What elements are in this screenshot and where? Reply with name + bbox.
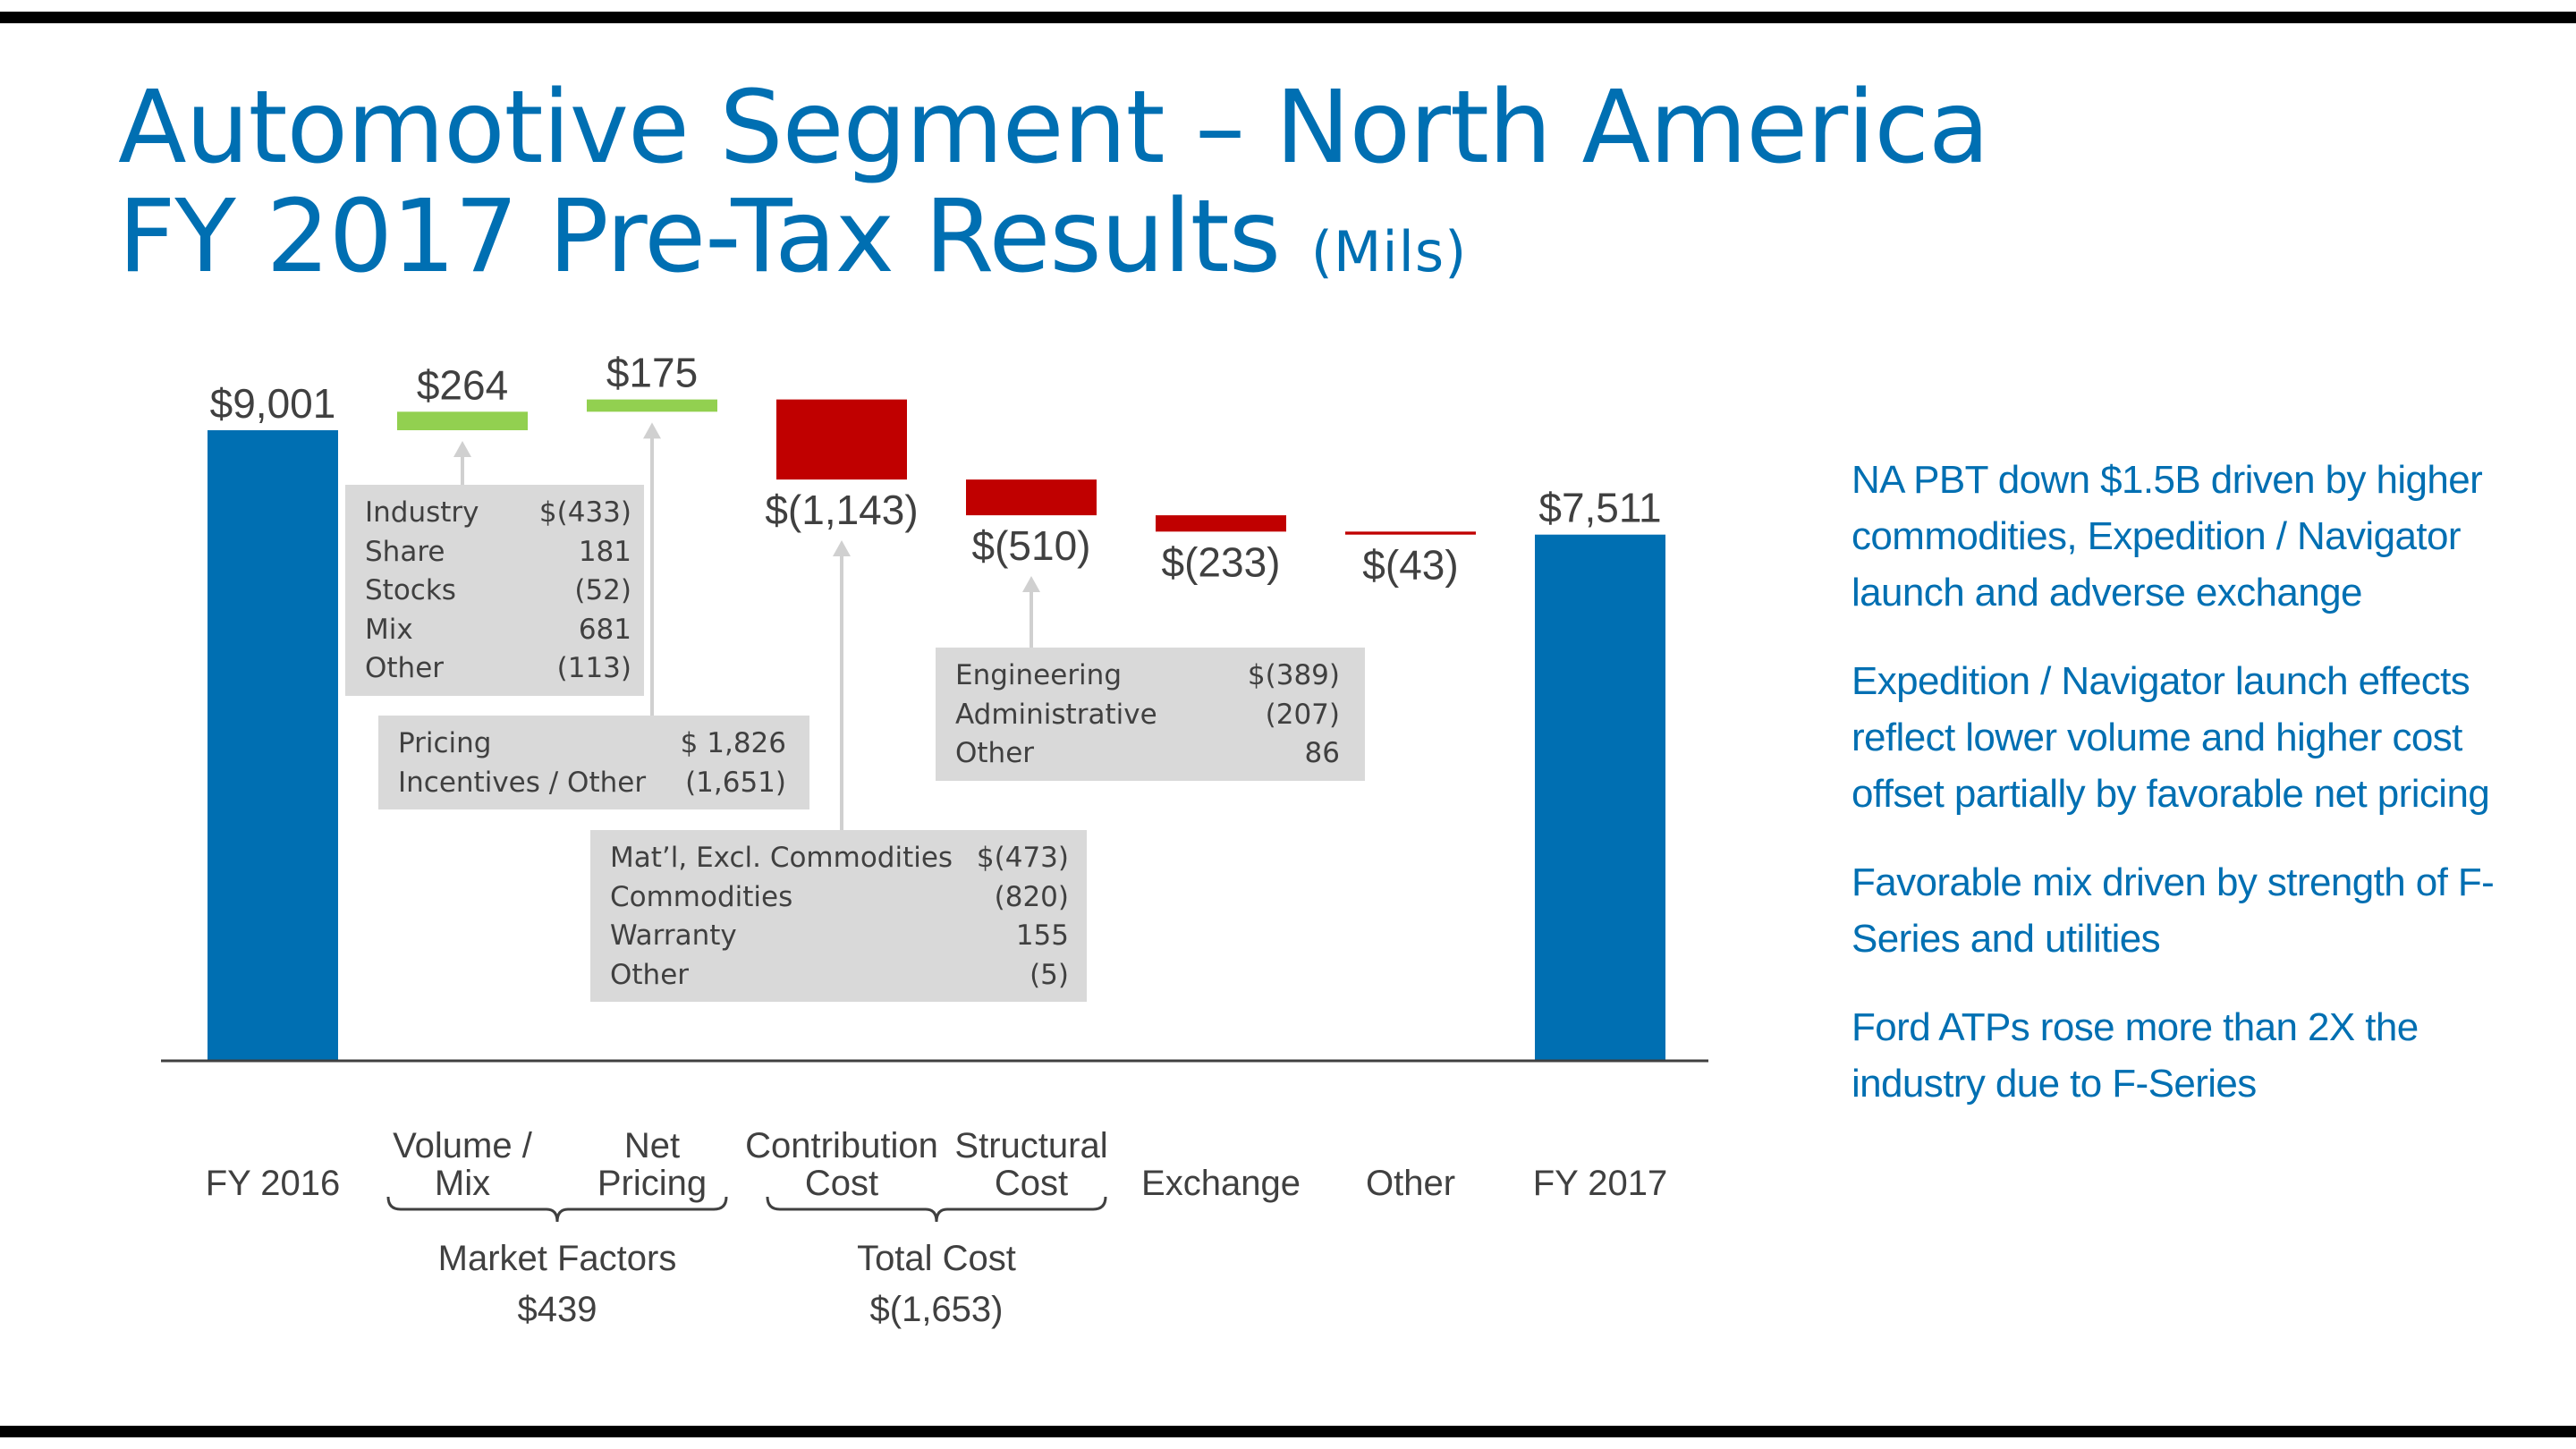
group-brace <box>766 1196 1107 1223</box>
title-line-1: Automotive Segment – North America <box>118 70 1990 186</box>
detail-label: Other <box>610 958 690 991</box>
detail-row: Other 86 <box>955 734 1340 774</box>
detail-label: Industry <box>365 496 479 529</box>
detail-label: Share <box>365 535 445 568</box>
commentary-bullet: Favorable mix driven by strength of F-Se… <box>1852 860 2495 961</box>
title-line-2: FY 2017 Pre-Tax Results (Mils) <box>118 182 1989 307</box>
waterfall-bar <box>1345 531 1476 535</box>
category-label: Cost <box>995 1164 1068 1203</box>
detail-label: Warranty <box>610 919 737 952</box>
commentary-bullet: NA PBT down $1.5B driven by higher commo… <box>1852 458 2483 614</box>
detail-label: Mix <box>365 613 413 646</box>
group-name-label: Market Factors <box>438 1239 677 1278</box>
commentary-bullet: Ford ATPs rose more than 2X the industry… <box>1852 1005 2419 1106</box>
detail-row: Warranty 155 <box>610 917 1069 956</box>
detail-label: Other <box>365 652 445 684</box>
category-label: Mix <box>435 1164 490 1203</box>
connector-arrowhead <box>453 441 471 457</box>
detail-value: (5) <box>1030 958 1069 991</box>
category-label: Structural <box>954 1126 1107 1165</box>
waterfall-bar <box>208 430 338 1061</box>
category-label: Pricing <box>597 1164 707 1203</box>
title-main: FY 2017 Pre-Tax Results <box>118 179 1281 295</box>
detail-label: Other <box>955 737 1035 769</box>
detail-row: Mix 681 <box>365 611 631 650</box>
category-label: FY 2016 <box>206 1164 341 1203</box>
bar-value-label: $(510) <box>972 522 1091 569</box>
category-label: Other <box>1366 1164 1455 1203</box>
category-label: Cost <box>805 1164 878 1203</box>
group-name-label: Total Cost <box>857 1239 1016 1278</box>
detail-row: Stocks (52) <box>365 572 631 611</box>
detail-row: Other (113) <box>365 649 631 689</box>
detail-value: 86 <box>1304 737 1340 769</box>
detail-value: 155 <box>1015 919 1069 952</box>
structural-cost-detail-box: Engineering $(389) Administrative (207) Othe… <box>936 648 1365 781</box>
detail-label: Incentives / Other <box>398 766 647 799</box>
detail-row: Share 181 <box>365 533 631 572</box>
bar-value-label: $264 <box>417 361 508 408</box>
category-label: Contribution <box>745 1126 938 1165</box>
connector-arrowhead <box>1022 576 1040 592</box>
volume-mix-detail-box: Industry $(433) Share 181 Stocks (52) Mix 681 Ot… <box>345 485 644 696</box>
detail-value: (207) <box>1265 698 1340 731</box>
detail-value: $(389) <box>1247 659 1340 691</box>
detail-row: Other (5) <box>610 956 1069 996</box>
detail-value: (52) <box>574 574 631 606</box>
detail-label: Commodities <box>610 880 793 913</box>
detail-value: $(433) <box>538 496 631 529</box>
commentary-bullet: Expedition / Navigator launch effects re… <box>1852 659 2490 816</box>
group-brace <box>386 1196 728 1223</box>
connector-arrowhead <box>643 422 661 439</box>
waterfall-bar <box>1156 515 1286 532</box>
detail-label: Pricing <box>398 727 492 759</box>
detail-row: Commodities (820) <box>610 878 1069 918</box>
connector-arrowhead <box>833 540 851 556</box>
detail-label: Mat’l, Excl. Commodities <box>610 842 953 874</box>
detail-value: (820) <box>994 880 1069 913</box>
bar-value-label: $7,511 <box>1538 485 1661 531</box>
bar-value-label: $(1,143) <box>765 487 918 533</box>
bar-value-label: $(233) <box>1162 538 1281 585</box>
bottom-border <box>0 1426 2576 1437</box>
commentary-panel: NA PBT down $1.5B driven by higher commo… <box>1852 452 2531 1144</box>
detail-value: $ 1,826 <box>680 727 786 759</box>
detail-row: Industry $(433) <box>365 494 631 533</box>
category-label: FY 2017 <box>1533 1164 1668 1203</box>
category-label: Net <box>624 1126 680 1165</box>
bar-value-label: $175 <box>606 350 698 396</box>
detail-row: Pricing $ 1,826 <box>398 724 786 764</box>
detail-label: Administrative <box>955 698 1157 731</box>
waterfall-bar <box>587 399 717 412</box>
detail-row: Incentives / Other (1,651) <box>398 764 786 803</box>
contribution-cost-detail-box: Mat’l, Excl. Commodities $(473) Commoditie… <box>590 830 1087 1002</box>
group-value-label: $(1,653) <box>870 1290 1004 1329</box>
net-pricing-detail-box: Pricing $ 1,826 Incentives / Other (1,651) <box>378 716 809 809</box>
waterfall-bar <box>776 399 907 480</box>
waterfall-bar <box>966 479 1097 516</box>
detail-row: Administrative (207) <box>955 696 1340 735</box>
detail-row: Mat’l, Excl. Commodities $(473) <box>610 839 1069 878</box>
title-units: (Mils) <box>1310 219 1468 284</box>
waterfall-bar <box>397 411 528 430</box>
detail-value: (113) <box>556 652 631 684</box>
detail-label: Engineering <box>955 659 1122 691</box>
detail-row: Engineering $(389) <box>955 657 1340 696</box>
bar-value-label: $9,001 <box>210 380 336 427</box>
slide-title: Automotive Segment – North America FY 20… <box>118 70 1990 307</box>
detail-value: 181 <box>578 535 631 568</box>
detail-value: $(473) <box>976 842 1069 874</box>
bar-value-label: $(43) <box>1362 542 1458 589</box>
category-label: Exchange <box>1141 1164 1301 1203</box>
detail-label: Stocks <box>365 574 456 606</box>
category-label: Volume / <box>393 1126 533 1165</box>
waterfall-bar <box>1535 534 1665 1061</box>
detail-value: 681 <box>578 613 631 646</box>
group-value-label: $439 <box>518 1290 597 1329</box>
detail-value: (1,651) <box>685 766 786 799</box>
top-border <box>0 12 2576 23</box>
